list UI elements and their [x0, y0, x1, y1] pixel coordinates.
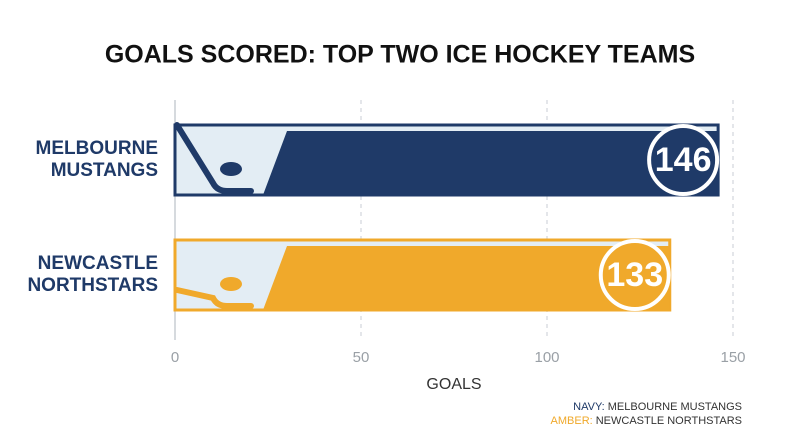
x-tick-label: 100 [534, 349, 559, 366]
x-tick-label: 50 [353, 349, 370, 366]
chart-title: GOALS SCORED: TOP TWO ICE HOCKEY TEAMS [105, 41, 695, 69]
category-label: NEWCASTLE NORTHSTARS [27, 253, 158, 296]
value-label: 146 [655, 141, 712, 179]
legend-name: MELBOURNE MUSTANGS [608, 401, 742, 413]
legend-key: NAVY: [573, 401, 605, 413]
x-tick-label: 150 [720, 349, 745, 366]
bar-fill [263, 131, 719, 195]
stick-icon [174, 122, 254, 194]
value-badge [647, 124, 720, 196]
value-label: 133 [606, 256, 663, 294]
stick-icon [174, 287, 254, 309]
category-label: MELBOURNE MUSTANGS [36, 138, 158, 181]
x-axis-label: GOALS [426, 376, 481, 393]
puck-icon [220, 162, 242, 176]
legend-entry: NAVY: MELBOURNE MUSTANGS [573, 401, 742, 413]
legend: NAVY: MELBOURNE MUSTANGS AMBER: NEWCASTLE N… [551, 401, 742, 427]
puck-icon [220, 277, 242, 291]
x-tick-label: 0 [171, 349, 179, 366]
legend-entry: AMBER: NEWCASTLE NORTHSTARS [551, 415, 742, 427]
bar-fill [263, 246, 670, 310]
value-badge [598, 239, 671, 311]
legend-key: AMBER: [551, 415, 593, 427]
legend-name: NEWCASTLE NORTHSTARS [596, 415, 742, 427]
